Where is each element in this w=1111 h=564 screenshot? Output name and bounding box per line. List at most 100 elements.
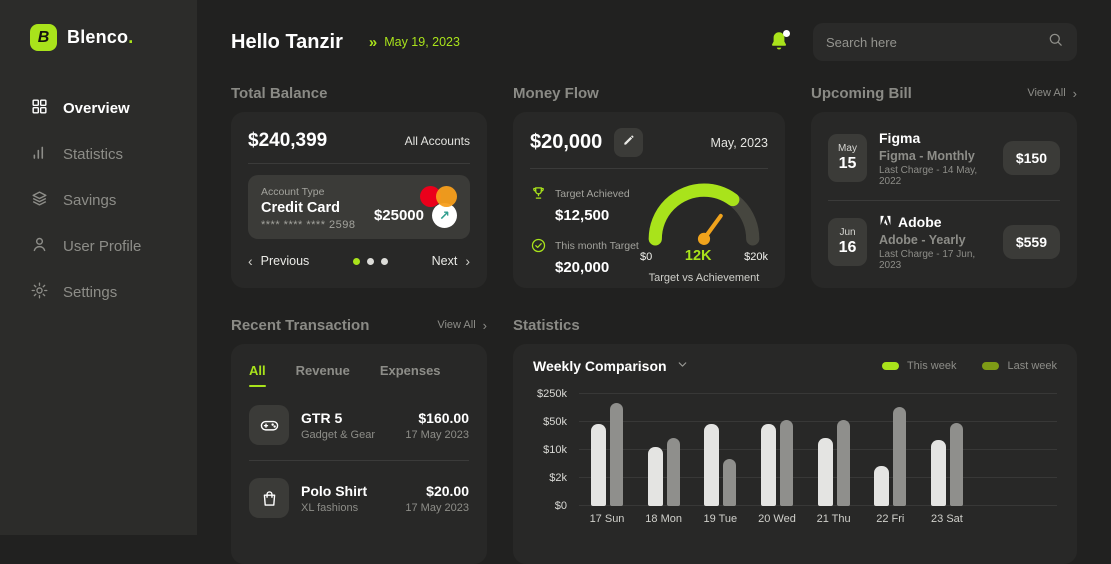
cards-row-2: Recent Transaction View All › All Revenu… [231,316,1077,564]
chart-legend: This week Last week [881,360,1057,372]
total-balance-section: Total Balance $240,399 All Accounts Acco… [231,84,487,288]
search-input[interactable] [826,34,1047,50]
sidebar-item-overview[interactable]: Overview [30,97,197,120]
bar-group: 22 Fri [874,394,907,525]
gauge-arc-value [648,183,760,246]
upcoming-bill-section: Upcoming Bill View All › May 15 Figma [811,84,1077,288]
gauge-value-label: 12K [684,248,712,264]
divider [248,163,470,164]
cards-row-1: Total Balance $240,399 All Accounts Acco… [231,84,1077,288]
bar-group: 20 Wed [758,394,796,525]
target-gauge: $0 12K $20k Target vs Achievement [640,180,768,284]
legend-last-week: Last week [982,360,1057,372]
card-pagination: ‹ Previous Next › [248,253,470,269]
pagination-dot[interactable] [352,257,360,265]
transaction-name: Polo Shirt [301,482,368,499]
money-flow-amount: $20,000 [530,131,603,153]
transaction-category: Gadget & Gear [301,428,375,441]
grid-icon [30,97,49,120]
total-balance-card: $240,399 All Accounts Account Type Credi… [231,112,487,288]
divider [828,199,1060,201]
gauge-needle [697,213,723,245]
tab-revenue[interactable]: Revenue [295,363,350,378]
tab-expenses[interactable]: Expenses [379,363,441,378]
upcoming-bill-title: Upcoming Bill [811,84,912,102]
sidebar-item-label: Statistics [63,146,124,163]
bar-last-week [666,437,680,506]
y-tick: $10k [543,444,567,456]
bill-price-badge: $559 [1002,225,1060,259]
bill-date-badge: Jun 16 [828,218,867,266]
transaction-date: 17 May 2023 [405,501,469,514]
pagination-dot[interactable] [366,257,374,265]
brand-dot: . [128,27,134,47]
money-flow-section: Money Flow $20,000 May, 2023 [513,84,785,288]
bill-name: Adobe [879,214,991,230]
legend-swatch-this-week [881,362,899,370]
weekly-comparison-dropdown[interactable]: Weekly Comparison [533,358,689,374]
x-tick-label: 17 Sun [589,513,625,525]
bill-plan: Figma - Monthly [879,148,975,163]
divider [530,168,768,169]
bar-last-week [723,458,737,506]
total-balance-title: Total Balance [231,84,328,102]
sidebar-nav: Overview Statistics Savings User Profile… [30,97,197,304]
sidebar-item-statistics[interactable]: Statistics [30,143,197,166]
x-tick-label: 22 Fri [876,513,905,525]
transaction-tabs: All Revenue Expenses [249,358,469,388]
tab-all[interactable]: All [249,363,266,387]
search-box [813,23,1077,61]
bar-group: 17 Sun [590,394,624,525]
target-achieved-metric: Target Achieved $12,500 [530,184,640,224]
next-button[interactable]: Next › [431,253,470,269]
y-tick: $0 [554,500,567,512]
previous-button[interactable]: ‹ Previous [248,253,310,269]
chart-y-axis: $250k $50k $10k $2k $0 [533,388,579,512]
pagination-dot[interactable] [380,257,388,265]
sidebar-item-user-profile[interactable]: User Profile [30,235,197,258]
divider [249,460,469,461]
recent-transaction-view-all[interactable]: View All › [437,317,487,333]
app: B Blenco. Overview Statistics Savings Us… [0,0,1077,535]
upcoming-bill-view-all[interactable]: View All › [1027,85,1077,101]
x-tick-label: 20 Wed [758,513,796,525]
gear-icon [30,281,49,304]
sidebar-item-settings[interactable]: Settings [30,281,197,304]
bar-chart-icon [30,143,49,166]
bill-date-badge: May 15 [828,134,867,182]
upcoming-bill-card: May 15 Figma Figma - Monthly Last Charge… [811,112,1077,288]
brand-name: Blenco. [67,27,134,47]
x-tick-label: 23 Sat [931,513,963,525]
transaction-row-gtr5[interactable]: GTR 5 Gadget & Gear $160.00 17 May 2023 [249,405,469,445]
bar-this-week [874,465,890,506]
bar-last-week [893,406,907,506]
y-tick: $250k [537,388,567,400]
date-label: May 19, 2023 [384,35,460,49]
brand-logo: B Blenco. [30,24,197,51]
bill-item-figma[interactable]: May 15 Figma Figma - Monthly Last Charge… [828,130,1060,187]
bar-last-week [610,402,623,506]
bar-last-week [779,420,793,506]
account-type-label: Account Type [261,186,325,198]
layers-icon [30,189,49,212]
bill-last-charge: Last Charge - 14 May, 2022 [879,164,978,187]
chart-bars: 17 Sun 18 Mon 19 Tue 20 Wed 21 Thu 22 Fri 23 S… [590,394,963,525]
bill-item-adobe[interactable]: Jun 16 Adobe Adobe - Yearly Last Charge … [828,214,1060,271]
transaction-row-polo-shirt[interactable]: Polo Shirt XL fashions $20.00 17 May 202… [249,478,469,518]
bar-group: 21 Thu [817,394,851,525]
edit-amount-button[interactable] [614,128,644,157]
legend-this-week: This week [881,360,956,372]
credit-card-panel[interactable]: Account Type Credit Card **** **** **** … [248,175,470,239]
target-achieved-amount: $12,500 [555,207,610,224]
sidebar-item-savings[interactable]: Savings [30,189,197,212]
sidebar-item-label: User Profile [63,238,142,255]
blenco-logo-icon: B [30,24,57,51]
notification-bell-button[interactable] [767,29,791,55]
arrow-up-right-button[interactable]: ↗ [432,203,457,228]
target-achieved-label: Target Achieved [555,188,630,200]
all-accounts-label: All Accounts [404,134,470,148]
search-icon[interactable] [1047,31,1064,53]
bar-this-week [930,439,946,506]
target-check-icon [530,236,547,276]
recent-transaction-title: Recent Transaction [231,316,370,334]
